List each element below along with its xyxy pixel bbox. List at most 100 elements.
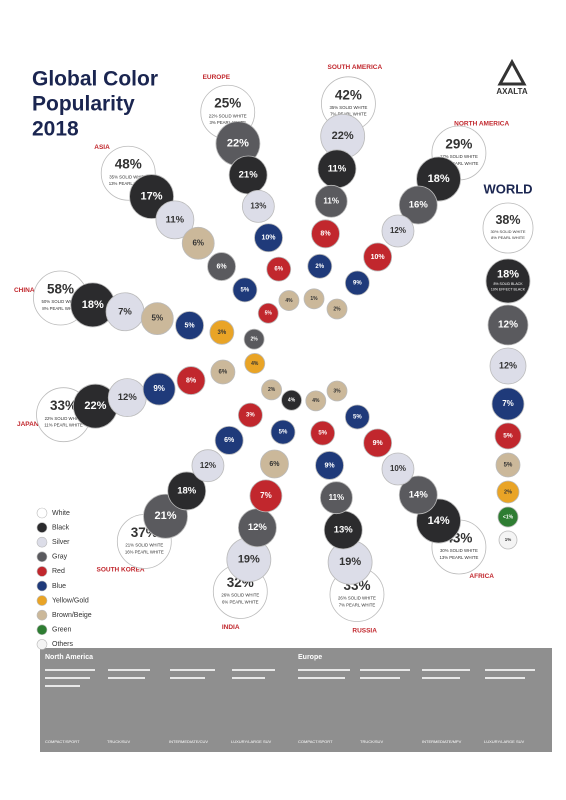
color-bubble bbox=[305, 390, 327, 412]
bubble-label: 2% bbox=[333, 306, 341, 312]
bubble-label: 3% bbox=[333, 388, 341, 394]
color-bubble bbox=[257, 302, 279, 324]
color-bubble bbox=[303, 288, 325, 310]
segment-column: COMPACT/SPORT bbox=[298, 739, 333, 744]
color-bubble bbox=[241, 189, 275, 223]
bubble-label: 14% bbox=[428, 515, 450, 527]
bubble-label: 22% bbox=[227, 138, 249, 150]
color-bubble bbox=[344, 270, 370, 296]
bubble-label: 58% bbox=[47, 281, 74, 296]
bubble-label: 12% bbox=[499, 360, 517, 370]
bubble-label: 2% bbox=[504, 489, 512, 495]
segment-column: TRUCK/SUV bbox=[107, 739, 130, 744]
bubble-label: 18% bbox=[428, 173, 450, 185]
bubble-label: 17% bbox=[141, 190, 163, 202]
color-bubble bbox=[487, 304, 529, 346]
segment-column: COMPACT/SPORT bbox=[45, 739, 80, 744]
bubble-label: 9% bbox=[153, 384, 165, 393]
bubble-label: 13% bbox=[250, 201, 266, 210]
legend-label: Blue bbox=[52, 583, 66, 590]
bubble-label: 6% bbox=[216, 263, 227, 270]
color-bubble bbox=[381, 214, 415, 248]
bubble-label: 4% bbox=[285, 298, 293, 304]
color-bubble bbox=[363, 242, 393, 272]
color-bubble bbox=[243, 328, 265, 350]
bubble-sublabel: 13% PEARL WHITE bbox=[109, 181, 148, 186]
segment-column: LUXURY/LARGE SUV bbox=[231, 739, 271, 744]
color-bubble bbox=[498, 530, 518, 550]
bubble-label: 19% bbox=[238, 554, 260, 566]
bubble-label: 5% bbox=[185, 322, 196, 329]
bubble-sublabel: 22% SOLID WHITE bbox=[45, 416, 83, 421]
segment-column: TRUCK/SUV bbox=[360, 739, 383, 744]
color-bubble bbox=[207, 252, 236, 281]
color-bubble bbox=[482, 202, 534, 254]
color-bubble bbox=[140, 302, 174, 336]
legend-swatch bbox=[36, 536, 48, 548]
title-line: 2018 bbox=[32, 118, 79, 141]
region-name: RUSSIA bbox=[352, 627, 377, 634]
color-bubble bbox=[307, 253, 333, 279]
bubble-label: 18% bbox=[82, 299, 104, 311]
bubble-label: 3% bbox=[218, 330, 227, 336]
color-bubble bbox=[142, 372, 176, 406]
region-name: ASIA bbox=[94, 144, 110, 151]
bubble-label: 9% bbox=[353, 281, 362, 287]
bubble-label: 2% bbox=[315, 264, 324, 270]
legend-label: Silver bbox=[52, 539, 70, 546]
bubble-label: 6% bbox=[274, 267, 283, 273]
bubble-label: 1% bbox=[505, 537, 512, 542]
bubble-label: 13% bbox=[334, 524, 354, 535]
bubble-label: 22% bbox=[84, 400, 106, 412]
bubble-label: 21% bbox=[154, 510, 176, 522]
legend-label: Brown/Beige bbox=[52, 612, 92, 619]
bubble-label: 25% bbox=[214, 96, 241, 111]
color-bubble bbox=[210, 359, 236, 385]
bubble-sublabel: 50% SOLID WHITE bbox=[42, 299, 80, 304]
segment-title: North America bbox=[45, 654, 93, 661]
region-name: INDIA bbox=[222, 624, 240, 631]
color-bubble bbox=[232, 277, 258, 303]
legend-label: White bbox=[52, 510, 70, 517]
bubble-sublabel: 6% PEARL WHITE bbox=[222, 599, 259, 604]
bubble-sublabel: 22% SOLID WHITE bbox=[209, 113, 247, 118]
color-bubble bbox=[310, 420, 336, 446]
color-bubble bbox=[489, 347, 527, 385]
bubble-label: 11% bbox=[329, 493, 345, 502]
bubble-sublabel: 21% SOLID WHITE bbox=[125, 543, 163, 548]
bubble-sublabel: 3% PEARL WHITE bbox=[209, 120, 246, 125]
bubble-sublabel: 30% SOLID WHITE bbox=[490, 229, 525, 234]
bubble-label: 2% bbox=[268, 387, 276, 393]
segment-column: LUXURY/LARGE SUV bbox=[484, 739, 524, 744]
region-name: NORTH AMERICA bbox=[454, 121, 509, 128]
color-bubble bbox=[266, 256, 292, 282]
legend-swatch bbox=[36, 580, 48, 592]
bubble-label: 5% bbox=[152, 314, 164, 323]
bubble-label: 12% bbox=[498, 320, 518, 331]
region-name: SOUTH KOREA bbox=[97, 567, 145, 574]
bubble-label: 12% bbox=[118, 392, 138, 403]
bubble-sublabel: 11% PEARL WHITE bbox=[44, 423, 83, 428]
bubble-label: 8% bbox=[186, 377, 197, 384]
segment-rows bbox=[45, 669, 535, 687]
color-bubble bbox=[261, 379, 282, 401]
color-bubble bbox=[398, 475, 438, 515]
bubble-label: 10% bbox=[262, 235, 277, 242]
bubble-label: 4% bbox=[312, 398, 320, 404]
legend-swatch bbox=[36, 639, 48, 650]
color-bubble bbox=[270, 419, 296, 445]
bubble-label: 22% bbox=[332, 130, 354, 142]
bubble-label: 6% bbox=[192, 238, 204, 247]
bubble-label: 5% bbox=[279, 430, 288, 436]
bubble-label: 9% bbox=[373, 440, 384, 447]
legend-label: Black bbox=[52, 524, 70, 531]
bubble-sublabel: 10% EFFECT BLACK bbox=[491, 288, 526, 292]
bubble-sublabel: 35% SOLID WHITE bbox=[109, 174, 147, 179]
legend-swatch bbox=[36, 566, 48, 577]
bubble-sublabel: 26% SOLID WHITE bbox=[338, 596, 376, 601]
color-bubble bbox=[326, 298, 348, 320]
color-bubble bbox=[496, 480, 520, 504]
color-bubble bbox=[494, 422, 522, 450]
